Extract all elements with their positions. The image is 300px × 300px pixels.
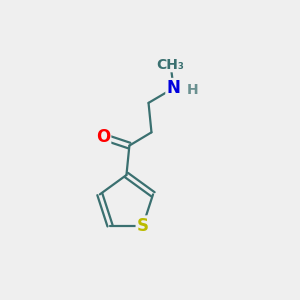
Text: O: O [96, 128, 110, 146]
Text: N: N [167, 79, 181, 97]
Text: H: H [187, 82, 199, 97]
Text: S: S [137, 217, 149, 235]
Text: CH₃: CH₃ [157, 58, 184, 72]
